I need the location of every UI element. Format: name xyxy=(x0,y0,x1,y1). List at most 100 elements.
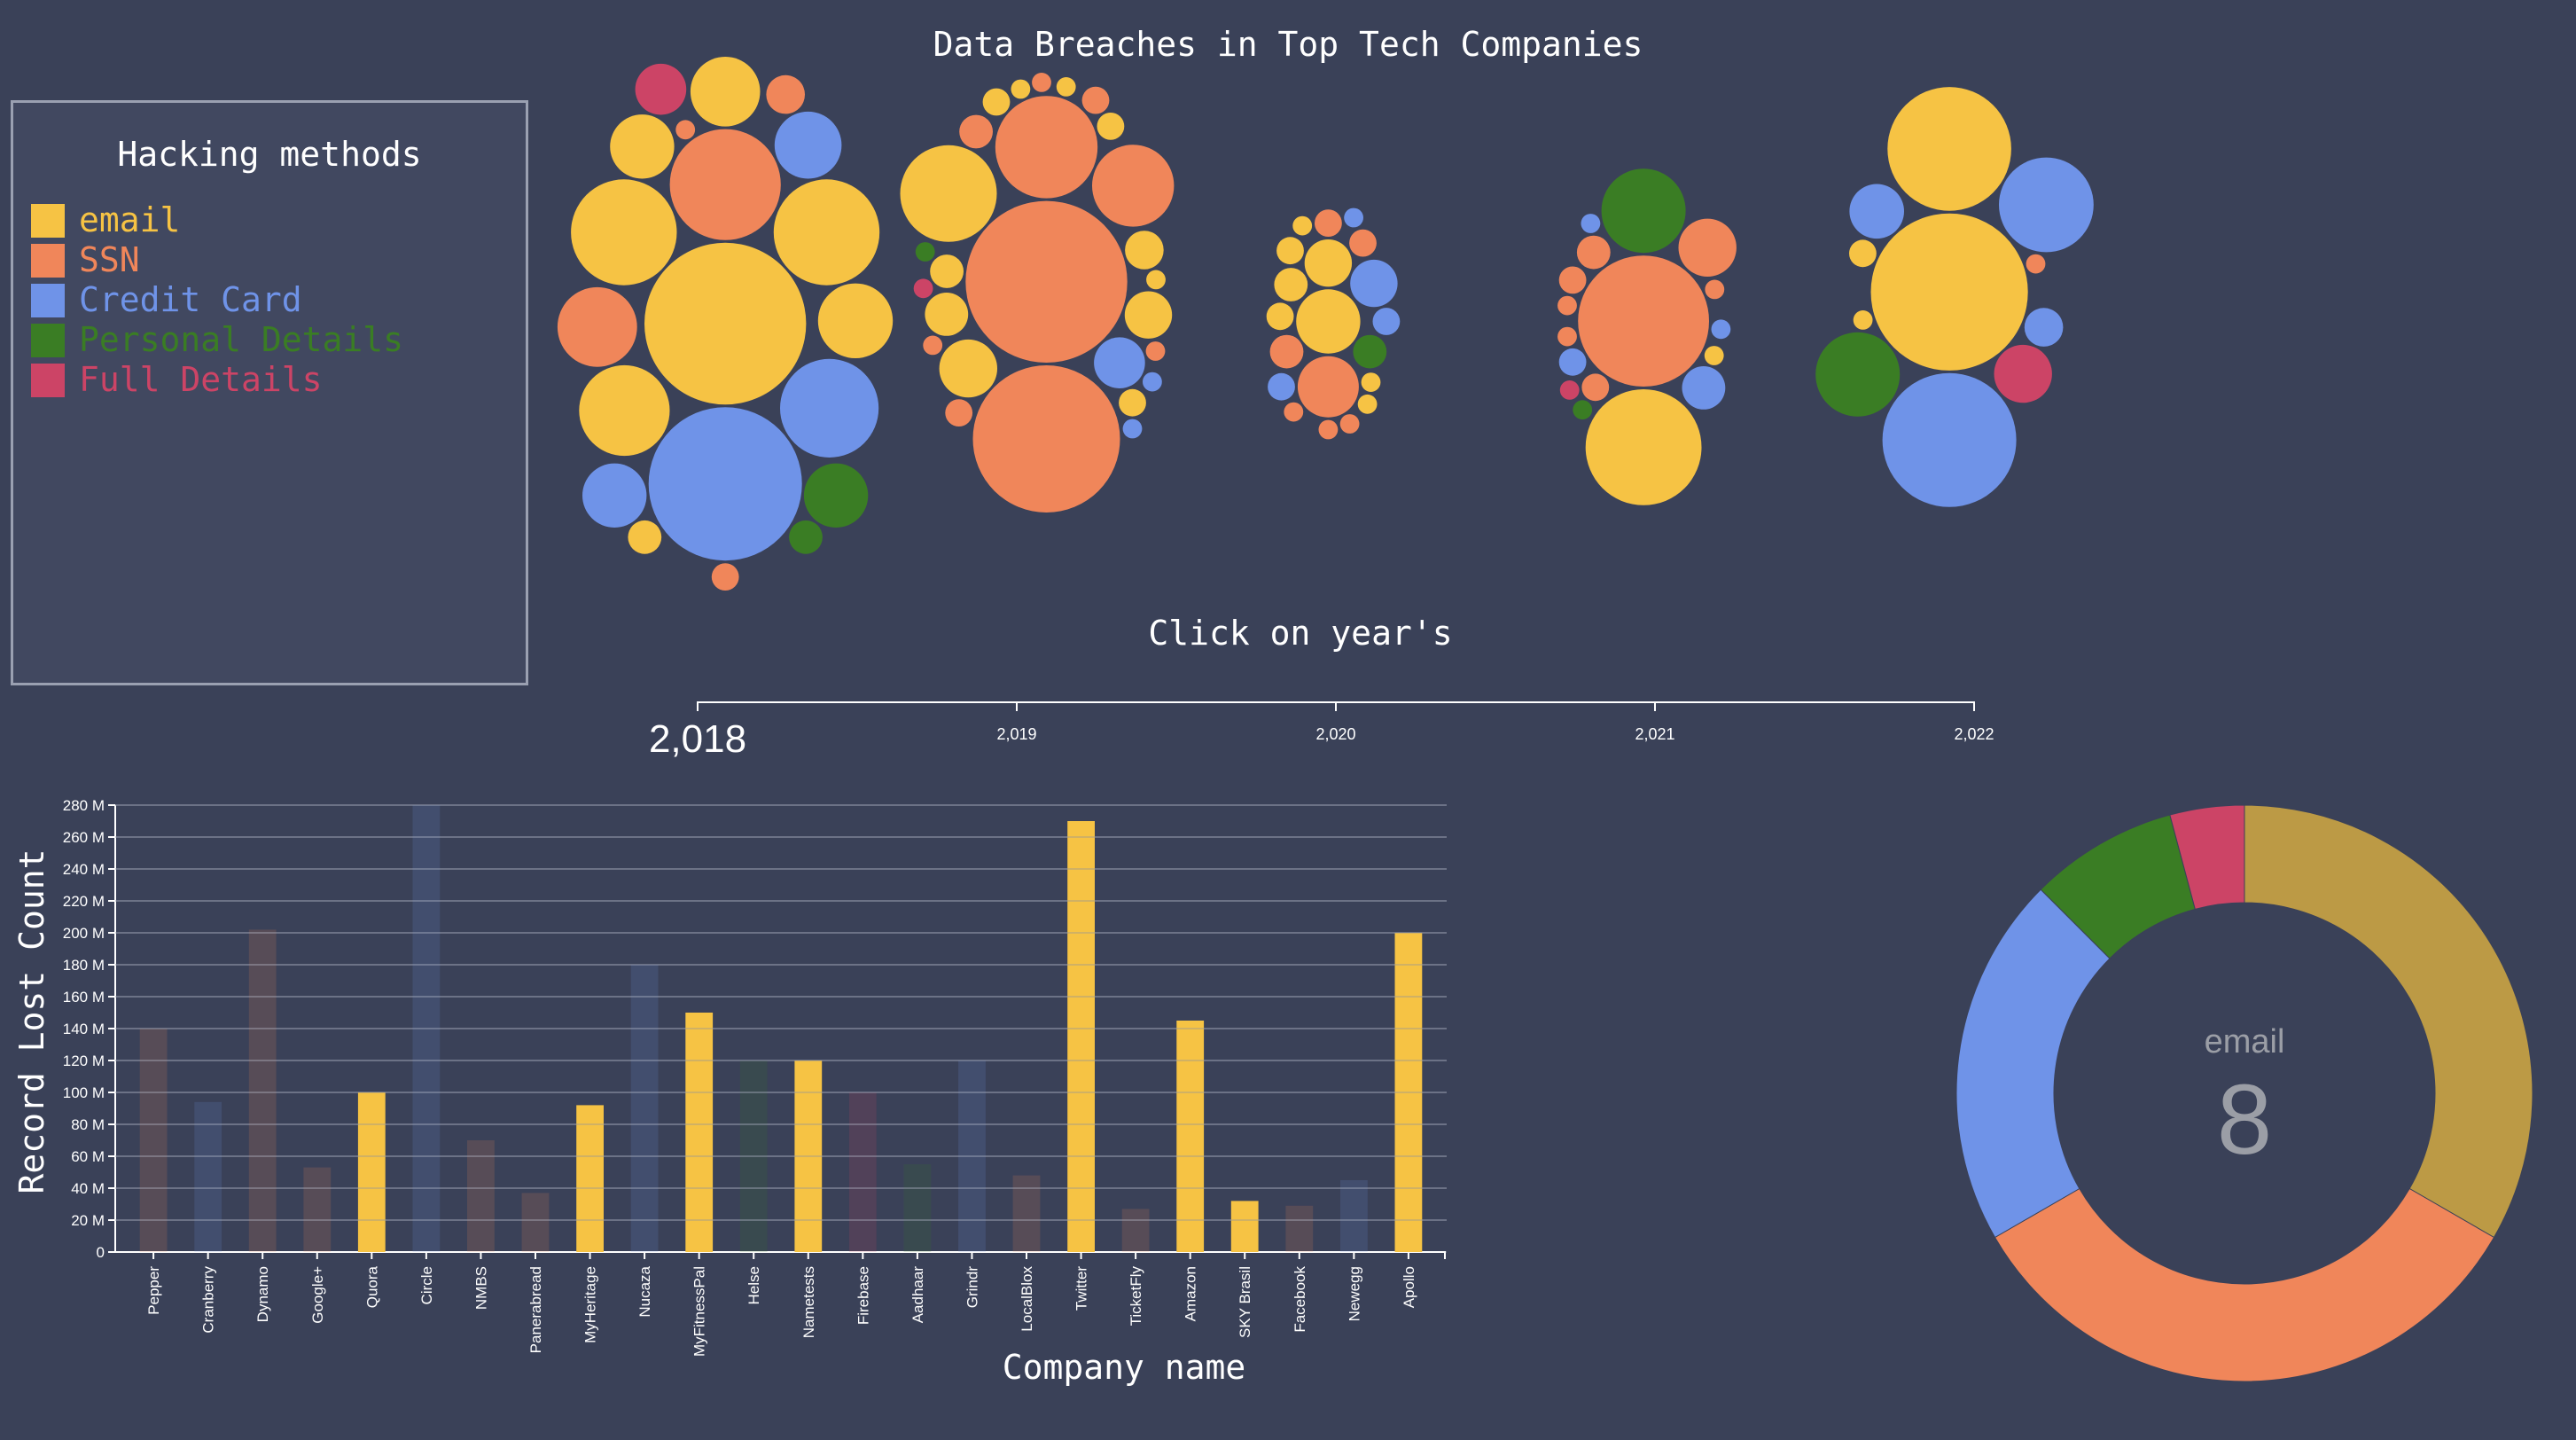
bubble-credit-card[interactable] xyxy=(1122,419,1143,439)
bubble-credit-card[interactable] xyxy=(1882,372,2017,507)
bubble-email[interactable] xyxy=(925,293,969,336)
bubble-personal-details[interactable] xyxy=(1353,334,1387,369)
bar-ticketfly[interactable] xyxy=(1121,1209,1150,1252)
bubble-ssn[interactable] xyxy=(1581,373,1610,402)
bubble-email[interactable] xyxy=(690,57,761,127)
bubble-email[interactable] xyxy=(930,254,964,288)
bubble-email[interactable] xyxy=(1274,268,1308,301)
bubble-email[interactable] xyxy=(900,145,997,242)
bubble-personal-details[interactable] xyxy=(1573,400,1593,420)
donut-slice-credit-card[interactable] xyxy=(1955,888,2111,1239)
timeline-year-2019[interactable]: 2,019 xyxy=(996,725,1036,743)
bar-twitter[interactable] xyxy=(1067,821,1095,1252)
bubble-email[interactable] xyxy=(1357,394,1378,414)
bar-panerabread[interactable] xyxy=(521,1193,550,1252)
bubble-ssn[interactable] xyxy=(1284,402,1304,422)
bubble-ssn[interactable] xyxy=(1297,356,1359,418)
bubble-email[interactable] xyxy=(1292,215,1313,236)
bubble-ssn[interactable] xyxy=(1092,145,1175,227)
bubble-email[interactable] xyxy=(1870,213,2028,371)
bubble-ssn[interactable] xyxy=(1269,334,1304,369)
bubble-email[interactable] xyxy=(1296,289,1361,354)
bubble-personal-details[interactable] xyxy=(789,520,823,554)
bubble-ssn[interactable] xyxy=(1339,414,1360,434)
bubble-email[interactable] xyxy=(1853,310,1873,330)
bubble-email[interactable] xyxy=(939,339,998,398)
bubble-full-details[interactable] xyxy=(1559,380,1580,400)
bar-cranberry[interactable] xyxy=(194,1101,222,1252)
bubble-credit-card[interactable] xyxy=(1558,348,1587,376)
bubble-email[interactable] xyxy=(1361,372,1381,392)
bubble-email[interactable] xyxy=(1849,239,1877,268)
bar-pepper[interactable] xyxy=(139,1029,168,1252)
bubble-credit-card[interactable] xyxy=(1711,319,1731,340)
bubble-ssn[interactable] xyxy=(1349,229,1377,257)
donut-slice-full-details[interactable] xyxy=(2169,804,2245,910)
bubble-email[interactable] xyxy=(982,88,1011,116)
timeline-year-2020[interactable]: 2,020 xyxy=(1315,725,1355,743)
bubble-personal-details[interactable] xyxy=(1815,332,1901,417)
bubble-email[interactable] xyxy=(628,520,662,554)
bubble-email[interactable] xyxy=(1304,239,1353,287)
bubble-credit-card[interactable] xyxy=(582,463,647,528)
bubble-ssn[interactable] xyxy=(1557,326,1577,347)
bubble-ssn[interactable] xyxy=(1318,419,1339,440)
bar-firebase[interactable] xyxy=(848,1092,877,1252)
bubble-email[interactable] xyxy=(1124,291,1173,339)
bubble-email[interactable] xyxy=(1146,270,1166,290)
timeline-year-2022[interactable]: 2,022 xyxy=(1954,725,1994,743)
bubble-email[interactable] xyxy=(1585,389,1702,505)
bubble-email[interactable] xyxy=(1011,79,1031,99)
bar-myheritage[interactable] xyxy=(576,1105,604,1252)
bar-aadhaar[interactable] xyxy=(903,1164,932,1252)
bubble-credit-card[interactable] xyxy=(1094,337,1145,389)
timeline-year-2018[interactable]: 2,018 xyxy=(649,717,746,761)
bar-nucaza[interactable] xyxy=(630,965,659,1252)
bubble-email[interactable] xyxy=(1704,346,1724,365)
bubble-ssn[interactable] xyxy=(959,114,993,149)
bubble-full-details[interactable] xyxy=(635,63,687,115)
bubble-email[interactable] xyxy=(1097,112,1125,140)
bubble-credit-card[interactable] xyxy=(1581,214,1601,233)
bubble-email[interactable] xyxy=(773,179,880,286)
bubble-ssn[interactable] xyxy=(1315,209,1342,237)
bubble-personal-details[interactable] xyxy=(915,242,935,262)
bubble-email[interactable] xyxy=(1887,87,2011,211)
bubble-ssn[interactable] xyxy=(675,120,696,140)
bubble-full-details[interactable] xyxy=(1994,344,2052,403)
timeline-year-2021[interactable]: 2,021 xyxy=(1635,725,1674,743)
bubble-full-details[interactable] xyxy=(913,278,933,299)
bubble-credit-card[interactable] xyxy=(1350,259,1398,308)
bubble-ssn[interactable] xyxy=(1705,279,1725,300)
bubble-ssn[interactable] xyxy=(995,96,1098,199)
bar-nmbs[interactable] xyxy=(467,1140,495,1252)
bubble-email[interactable] xyxy=(1119,388,1146,417)
bubble-email[interactable] xyxy=(1266,302,1294,331)
bubble-email[interactable] xyxy=(1276,237,1304,265)
bubble-ssn[interactable] xyxy=(1558,266,1587,294)
bubble-credit-card[interactable] xyxy=(1372,308,1401,335)
bubble-ssn[interactable] xyxy=(1145,341,1166,361)
bar-myfitnesspal[interactable] xyxy=(685,1013,714,1252)
bubble-ssn[interactable] xyxy=(557,286,637,367)
bubble-credit-card[interactable] xyxy=(1849,184,1904,239)
bubble-credit-card[interactable] xyxy=(780,358,879,458)
bubble-ssn[interactable] xyxy=(1557,295,1577,316)
bar-newegg[interactable] xyxy=(1340,1180,1368,1252)
bar-amazon[interactable] xyxy=(1176,1021,1205,1252)
bubble-ssn[interactable] xyxy=(965,200,1128,363)
bubble-email[interactable] xyxy=(817,283,894,358)
bubble-ssn[interactable] xyxy=(669,129,781,240)
bubble-ssn[interactable] xyxy=(945,399,973,427)
bubble-ssn[interactable] xyxy=(1032,73,1051,92)
bubble-ssn[interactable] xyxy=(711,563,739,591)
bar-quora[interactable] xyxy=(357,1092,386,1252)
bubble-credit-card[interactable] xyxy=(1999,157,2094,253)
bar-sky-brasil[interactable] xyxy=(1230,1201,1259,1252)
bubble-credit-card[interactable] xyxy=(2024,308,2064,347)
bubble-credit-card[interactable] xyxy=(1268,372,1295,401)
bubble-ssn[interactable] xyxy=(1578,255,1709,387)
bubble-email[interactable] xyxy=(1125,231,1164,270)
bubble-credit-card[interactable] xyxy=(774,111,842,179)
bar-facebook[interactable] xyxy=(1285,1205,1314,1252)
